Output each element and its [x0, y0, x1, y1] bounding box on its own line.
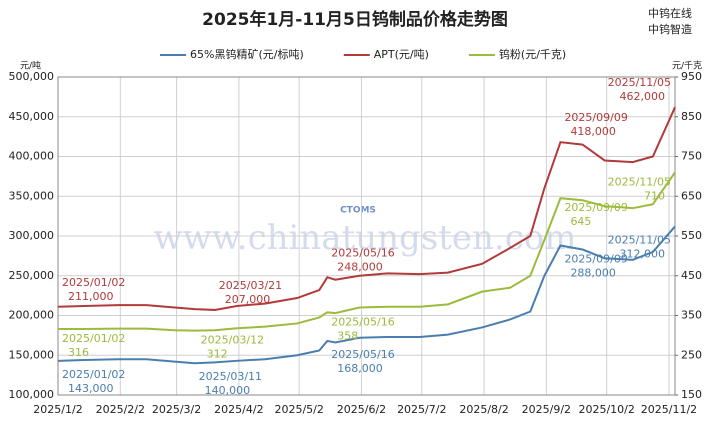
series-line	[58, 171, 676, 332]
annotation-date: 2025/09/09	[564, 111, 627, 124]
plot-frame	[57, 76, 676, 396]
annotation-date: 2025/01/02	[62, 332, 125, 345]
y2-tick-label: 950	[681, 70, 702, 83]
series-line	[57, 106, 676, 311]
y2-tick-label: 750	[681, 150, 702, 163]
annotation-value: 312	[207, 348, 228, 361]
annotation-value: 316	[68, 346, 89, 359]
y-tick-label: 150,000	[9, 348, 55, 361]
y2-tick-label: 850	[681, 110, 702, 123]
y2-axis-label: 元/千克	[672, 61, 702, 72]
series-line	[57, 225, 676, 365]
x-tick-label: 2025/9/2	[522, 403, 571, 416]
y-tick-label: 500,000	[9, 70, 55, 83]
y2-tick-label: 550	[681, 229, 702, 242]
annotation-value: 312,000	[620, 247, 666, 260]
annotation-value: 288,000	[570, 267, 616, 280]
y2-tick-label: 650	[681, 189, 702, 202]
annotation-date: 2025/05/16	[331, 348, 394, 361]
y-tick-label: 400,000	[9, 150, 55, 163]
x-tick-label: 2025/5/2	[274, 403, 323, 416]
annotation-date: 2025/11/05	[608, 76, 671, 89]
watermark: 中钨智造	[648, 22, 692, 36]
annotation-value: 418,000	[570, 125, 616, 138]
x-tick-label: 2025/6/2	[337, 403, 386, 416]
annotation-date: 2025/11/05	[608, 233, 671, 246]
watermark: 中钨在线	[648, 6, 692, 20]
annotation-date: 2025/09/09	[564, 253, 627, 266]
x-tick-label: 2025/8/2	[459, 403, 508, 416]
x-tick-label: 2025/11/2	[641, 403, 697, 416]
annotation-value: 358	[337, 329, 358, 342]
y2-tick-label: 350	[681, 309, 702, 322]
chart-title: 2025年1月-11月5日钨制品价格走势图	[202, 9, 508, 30]
watermark: CTOMS	[340, 206, 376, 216]
annotation-date: 2025/03/21	[219, 279, 282, 292]
x-tick-label: 2025/3/2	[152, 403, 201, 416]
y-tick-label: 300,000	[9, 229, 55, 242]
x-tick-label: 2025/1/2	[33, 403, 82, 416]
legend-label: APT(元/吨)	[374, 48, 429, 61]
annotation-date: 2025/03/11	[199, 370, 262, 383]
annotation-date: 2025/03/12	[201, 334, 264, 347]
y-axis-label: 元/吨	[20, 60, 41, 72]
y-tick-label: 250,000	[9, 269, 55, 282]
annotation-date: 2025/05/16	[331, 315, 394, 328]
annotation-date: 2025/01/02	[62, 368, 125, 381]
y-tick-label: 200,000	[9, 309, 55, 322]
annotation-value: 207,000	[225, 293, 270, 306]
annotation-date: 2025/09/09	[564, 201, 627, 214]
legend-label: 钨粉(元/千克)	[499, 48, 566, 61]
x-tick-label: 2025/7/2	[397, 403, 446, 416]
x-tick-label: 2025/4/2	[214, 403, 263, 416]
annotation-value: 140,000	[205, 384, 251, 397]
y-tick-label: 350,000	[9, 189, 55, 202]
x-tick-label: 2025/10/2	[578, 403, 634, 416]
y2-tick-label: 450	[681, 269, 702, 282]
annotation-value: 462,000	[620, 90, 666, 103]
y-tick-label: 450,000	[9, 110, 55, 123]
y2-tick-label: 250	[681, 348, 702, 361]
legend-label: 65%黑钨精矿(元/标吨)	[190, 47, 304, 61]
annotation-value: 710	[644, 189, 665, 202]
y-tick-label: 100,000	[9, 388, 55, 401]
annotation-value: 168,000	[337, 362, 383, 375]
annotation-date: 2025/11/05	[608, 175, 671, 188]
annotation-value: 211,000	[68, 290, 114, 303]
annotation-value: 248,000	[337, 260, 383, 273]
annotation-date: 2025/01/02	[62, 276, 125, 289]
annotation-value: 143,000	[68, 382, 114, 395]
annotation-date: 2025/05/16	[331, 246, 394, 259]
x-tick-label: 2025/2/2	[96, 403, 145, 416]
annotation-value: 645	[570, 215, 591, 228]
y2-tick-label: 150	[681, 388, 702, 401]
